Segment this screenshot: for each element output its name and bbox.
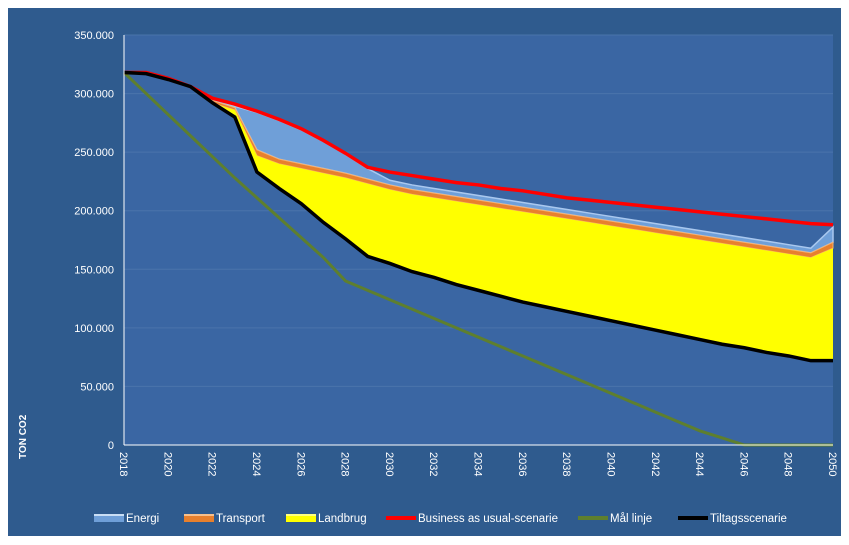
legend-label: Mål linje [610, 513, 652, 525]
x-tick-label: 2022 [206, 452, 218, 476]
area-transport [124, 71, 834, 259]
y-tick-label: 300.000 [74, 89, 114, 101]
x-tick-label: 2018 [117, 452, 129, 476]
legend-item: Mål linje [578, 513, 652, 525]
x-tick-label: 2040 [604, 452, 616, 476]
x-tick-label: 2024 [250, 452, 262, 476]
legend-label: Landbrug [318, 513, 367, 525]
x-tick-label: 2028 [339, 452, 351, 476]
y-tick-label: 200.000 [74, 206, 114, 218]
x-tick-label: 2046 [737, 452, 749, 476]
legend-label: Business as usual-scenarie [418, 513, 558, 525]
legend-item: Tiltagsscenarie [678, 513, 787, 525]
line-maal-linje [122, 71, 833, 447]
x-tick-label: 2038 [560, 452, 572, 476]
legend-item: Business as usual-scenarie [386, 513, 558, 525]
chart-frame: 0 50.000 100.000 150.000 200.000 250.000 300.0… [8, 8, 841, 536]
x-tick-label: 2042 [649, 452, 661, 476]
line-tiltagsscenarie [123, 70, 833, 363]
line-series [122, 70, 834, 447]
legend-item: Transport [184, 513, 266, 525]
y-tick-label: 350.000 [74, 30, 114, 42]
legend: Energi Transport Landbrug Business as usual… [94, 513, 787, 525]
legend-item: Landbrug [286, 513, 367, 525]
area-landbrug [124, 72, 833, 361]
y-tick-label: 0 [108, 440, 114, 452]
legend-label: Energi [126, 513, 159, 525]
legend-label: Tiltagsscenarie [710, 513, 787, 525]
legend-swatch [184, 514, 214, 522]
legend-item: Energi [94, 513, 159, 525]
legend-swatch [94, 514, 124, 522]
x-tick-label: 2050 [826, 452, 838, 476]
y-tick-label: 50.000 [80, 381, 114, 393]
legend-label: Transport [216, 513, 266, 525]
x-tick-label: 2026 [294, 452, 306, 476]
x-tick-label: 2032 [427, 452, 439, 476]
x-tick-label: 2048 [782, 452, 794, 476]
x-tick-label: 2034 [472, 452, 484, 476]
x-tick-label: 2030 [383, 452, 395, 476]
legend-swatch [286, 514, 316, 522]
line-business-as-usual [124, 70, 834, 227]
chart-svg: 0 50.000 100.000 150.000 200.000 250.000 300.0… [18, 30, 838, 525]
y-axis-label: TON CO2 [18, 414, 29, 459]
x-tick-label: 2020 [161, 452, 173, 476]
y-tick-label: 250.000 [74, 147, 114, 159]
x-tick-label: 2044 [693, 452, 705, 476]
y-tick-label: 100.000 [74, 323, 114, 335]
x-tick-label: 2036 [516, 452, 528, 476]
axes: 0 50.000 100.000 150.000 200.000 250.000 300.0… [74, 30, 838, 476]
y-tick-label: 150.000 [74, 264, 114, 276]
